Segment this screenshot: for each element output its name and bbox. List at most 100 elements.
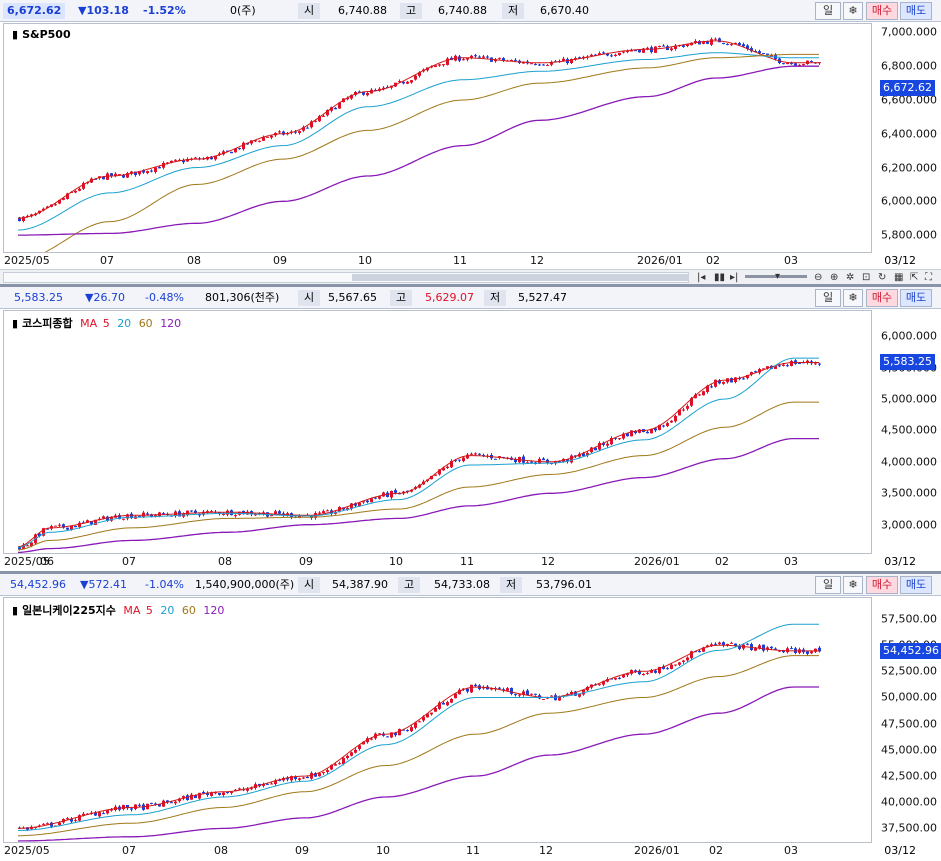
candle-body bbox=[682, 409, 685, 411]
layout-icon[interactable]: ▦ bbox=[894, 272, 904, 283]
candle-body bbox=[810, 651, 813, 654]
zoom-out-icon[interactable]: ⊖ bbox=[814, 272, 823, 283]
candle-body bbox=[230, 791, 233, 794]
candle-body bbox=[410, 727, 413, 732]
candle-body bbox=[590, 447, 593, 453]
y-tick-label: 6,200.000 bbox=[881, 161, 937, 175]
candle-body bbox=[622, 51, 625, 53]
candle bbox=[26, 544, 29, 547]
candle bbox=[258, 140, 261, 143]
tool-icon[interactable]: ⊡ bbox=[862, 272, 871, 283]
candle bbox=[446, 465, 449, 469]
candle-body bbox=[458, 459, 461, 461]
candle-body bbox=[622, 433, 625, 439]
candle bbox=[682, 407, 685, 412]
panel-divider[interactable] bbox=[0, 284, 941, 287]
nikkei-quote-bar: 54,452.96 ▼572.41 -1.04% 1,540,900,000(주… bbox=[0, 574, 941, 596]
candle-body bbox=[66, 193, 69, 199]
candle-body bbox=[666, 46, 669, 50]
expand-icon[interactable]: ⇱ bbox=[910, 272, 919, 283]
gear-icon[interactable]: ❄ bbox=[843, 576, 863, 594]
scroll-thumb[interactable] bbox=[352, 274, 689, 281]
candle bbox=[66, 817, 69, 820]
candle-body bbox=[622, 674, 625, 678]
candle-body bbox=[490, 688, 493, 690]
candle bbox=[326, 768, 329, 774]
kospi-plot-area[interactable]: ▮ 코스피종합 MA 5 20 60 120 bbox=[3, 310, 872, 554]
prev-icon[interactable]: ▮▮ bbox=[714, 272, 726, 283]
candle bbox=[454, 693, 457, 699]
candle bbox=[426, 713, 429, 718]
panel-divider[interactable] bbox=[0, 571, 941, 574]
candle bbox=[666, 666, 669, 670]
candle-body bbox=[702, 41, 705, 44]
gear-icon[interactable]: ❄ bbox=[843, 2, 863, 20]
candle-body bbox=[446, 58, 449, 65]
x-tick-label: 10 bbox=[358, 254, 372, 267]
zoom-slider[interactable] bbox=[745, 275, 807, 278]
zoom-thumb[interactable]: ▾ bbox=[775, 271, 781, 282]
zoom-in-icon[interactable]: ⊕ bbox=[830, 272, 839, 283]
buy-button[interactable]: 매수 bbox=[866, 2, 898, 20]
refresh-icon[interactable]: ↻ bbox=[878, 272, 887, 283]
candle bbox=[614, 677, 617, 681]
first-page-icon[interactable]: |◂ bbox=[697, 272, 706, 283]
candle bbox=[450, 459, 453, 469]
candle-body bbox=[702, 391, 705, 396]
candle bbox=[410, 79, 413, 84]
candle-body bbox=[166, 800, 169, 803]
day-button[interactable]: 일 bbox=[815, 289, 841, 307]
ma20-label: 20 bbox=[160, 604, 175, 617]
nikkei-price: 54,452.96 bbox=[10, 578, 66, 591]
candle-body bbox=[742, 378, 745, 380]
candle-body bbox=[690, 651, 693, 659]
candle bbox=[534, 63, 537, 66]
sell-button[interactable]: 매도 bbox=[900, 576, 932, 594]
scroll-track[interactable] bbox=[3, 272, 689, 283]
candle-body bbox=[362, 91, 365, 95]
candle-body bbox=[142, 170, 145, 173]
candle-body bbox=[814, 648, 817, 652]
candle-body bbox=[294, 776, 297, 779]
next-icon[interactable]: ▸| bbox=[730, 272, 739, 283]
candle-body bbox=[82, 813, 85, 816]
candle bbox=[430, 712, 433, 716]
buy-button[interactable]: 매수 bbox=[866, 576, 898, 594]
candle bbox=[738, 643, 741, 651]
candle-body bbox=[650, 670, 653, 673]
candle bbox=[414, 721, 417, 730]
candle-body bbox=[722, 642, 725, 646]
day-button[interactable]: 일 bbox=[815, 2, 841, 20]
buy-button[interactable]: 매수 bbox=[866, 289, 898, 307]
candle-body bbox=[438, 64, 441, 66]
candle bbox=[542, 457, 545, 461]
candle-body bbox=[666, 668, 669, 670]
candle-body bbox=[282, 131, 285, 135]
candle bbox=[110, 808, 113, 812]
day-button[interactable]: 일 bbox=[815, 576, 841, 594]
kospi-open: 5,567.65 bbox=[328, 291, 377, 304]
candle-body bbox=[806, 651, 809, 654]
candle-body bbox=[670, 48, 673, 51]
fullscreen-icon[interactable]: ⛶ bbox=[925, 272, 932, 283]
candle-body bbox=[390, 732, 393, 738]
candle bbox=[662, 44, 665, 47]
spx-legend-label: S&P500 bbox=[22, 28, 71, 41]
candle-body bbox=[502, 58, 505, 61]
kospi-low: 5,527.47 bbox=[518, 291, 567, 304]
sell-button[interactable]: 매도 bbox=[900, 2, 932, 20]
spx-low: 6,670.40 bbox=[540, 4, 589, 17]
nikkei-plot-area[interactable]: ▮ 일본니케이225지수 MA 5 20 60 120 bbox=[3, 597, 872, 843]
candle-body bbox=[818, 647, 821, 652]
candle bbox=[670, 46, 673, 52]
candle-body bbox=[694, 40, 697, 43]
candle-body bbox=[346, 97, 349, 100]
sell-button[interactable]: 매도 bbox=[900, 289, 932, 307]
candle-body bbox=[366, 500, 369, 503]
gear-icon[interactable]: ❄ bbox=[843, 289, 863, 307]
candle-body bbox=[442, 702, 445, 705]
chart-scrollbar[interactable]: |◂ ▮▮ ▸| ▾ ⊖ ⊕ ✲ ⊡ ↻ ▦ ⇱ ⛶ bbox=[0, 269, 941, 284]
candle-body bbox=[198, 792, 201, 799]
settings-icon[interactable]: ✲ bbox=[846, 272, 855, 283]
spx-plot-area[interactable]: ▮ S&P500 bbox=[3, 23, 872, 261]
